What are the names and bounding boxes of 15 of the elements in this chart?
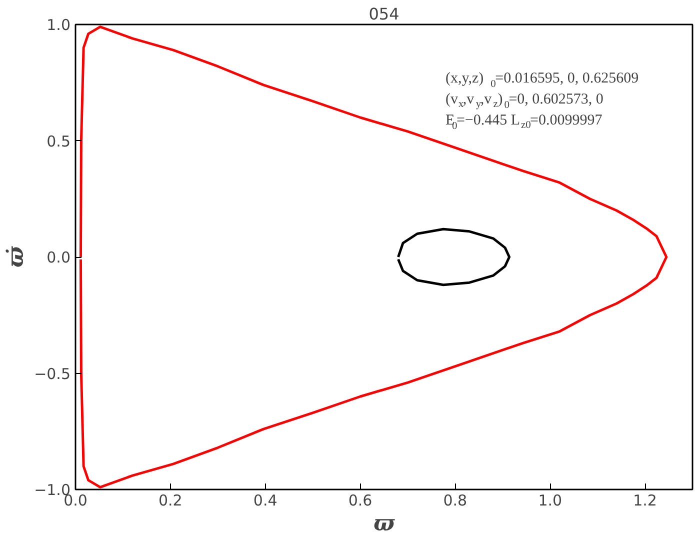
chart-title: 054 [368, 4, 400, 24]
x-tick-label: 1.2 [633, 492, 657, 510]
x-tick-label: 0.4 [253, 492, 278, 510]
y-axis-title: ϖ̇ [3, 245, 30, 268]
y-tick-label: 1.0 [46, 16, 71, 34]
x-tick-label: 0.6 [348, 492, 372, 510]
line-series [396, 228, 511, 286]
y-tick-label: 0.0 [46, 248, 71, 266]
line-series [79, 26, 668, 488]
x-axis-title: ϖ [374, 510, 396, 536]
x-tick-label: 0.8 [443, 492, 468, 510]
y-tick-label: −0.5 [34, 364, 71, 383]
y-tick-label: 0.5 [46, 132, 71, 150]
x-tick-label: 0.2 [158, 492, 182, 510]
x-tick-label: 1.0 [538, 492, 562, 510]
